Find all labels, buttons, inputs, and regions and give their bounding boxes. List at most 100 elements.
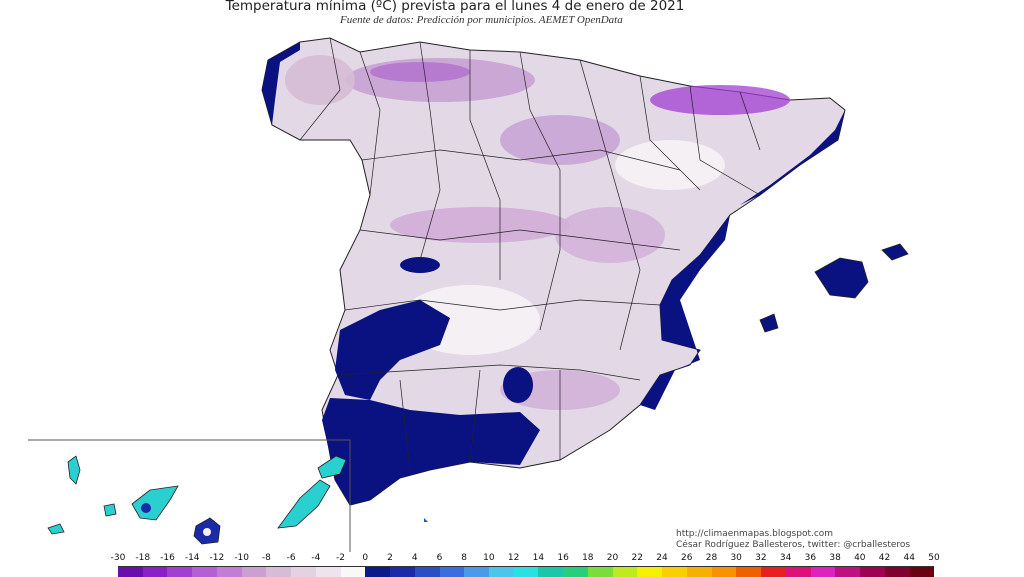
lanzarote-island	[317, 455, 347, 479]
legend-tick-label: 28	[705, 553, 718, 563]
legend-tick-label: 44	[903, 553, 915, 563]
legend-swatch	[686, 567, 712, 577]
legend-tick-label: 18	[582, 553, 594, 563]
legend-swatch	[662, 567, 687, 577]
legend-swatch	[884, 567, 910, 577]
legend-tick-label: -14	[184, 553, 200, 563]
legend-swatch	[810, 567, 836, 577]
legend-tick-label: 36	[804, 553, 817, 563]
legend-tick-label: 42	[878, 553, 891, 563]
legend-tick-label: 20	[606, 553, 619, 563]
temperature-map	[28, 37, 909, 552]
pyrenees-cold-zone	[650, 85, 790, 115]
extremadura-warm-patch	[400, 257, 440, 273]
legend-swatch	[513, 567, 539, 577]
legend-tick-label: 50	[928, 553, 940, 563]
legend-tick-label: 4	[411, 553, 418, 563]
legend-tick-label: 24	[656, 553, 668, 563]
fuerteventura-island	[277, 479, 331, 529]
legend-tick-label: 2	[387, 553, 393, 563]
legend-swatch	[785, 567, 811, 577]
ibiza-island	[759, 313, 779, 333]
iberian-system-cold-zone	[500, 115, 620, 165]
legend-tick-label: -4	[311, 553, 321, 563]
legend-swatch	[464, 567, 490, 577]
color-legend-bar	[118, 566, 935, 577]
ebro-near-zero	[615, 140, 725, 190]
galicia-coast-warm-zone	[262, 42, 300, 125]
legend-tick-label: -18	[135, 553, 151, 563]
credit-author: César Rodríguez Ballesteros, twitter: @c…	[676, 540, 911, 550]
legend-tick-label: 38	[829, 553, 841, 563]
legend-swatch	[118, 567, 143, 577]
legend-tick-label: 22	[631, 553, 643, 563]
ceuta-marker	[424, 518, 428, 522]
legend-swatch	[587, 567, 613, 577]
gran-canaria-center	[203, 528, 211, 536]
legend-swatch	[365, 567, 391, 577]
mediterranean-coast-warm-zone	[640, 215, 730, 410]
teide-peak	[141, 503, 151, 513]
cantabrian-core	[370, 62, 470, 82]
canary-islands	[47, 455, 347, 545]
credit-url: http://climaenmapas.blogspot.com	[676, 529, 834, 539]
la-gomera-island	[103, 503, 117, 517]
legend-swatch	[142, 567, 168, 577]
southwest-warm-zone	[335, 300, 450, 400]
central-system-cold-zone	[390, 207, 570, 243]
legend-swatch	[563, 567, 588, 577]
legend-tick-label: -6	[286, 553, 296, 563]
legend-tick-label: 30	[730, 553, 742, 563]
legend-swatch	[909, 567, 935, 577]
legend-swatch	[489, 567, 514, 577]
legend-swatch	[538, 567, 564, 577]
legend-tick-label: 12	[507, 553, 520, 563]
legend-tick-label: 14	[532, 553, 545, 563]
legend-swatch	[340, 567, 366, 577]
legend-swatch	[637, 567, 663, 577]
legend-tick-label: -2	[336, 553, 346, 563]
legend-tick-label: -8	[261, 553, 271, 563]
legend-tick-label: 8	[461, 553, 468, 563]
tenerife-island	[131, 485, 179, 521]
legend-swatch	[315, 567, 341, 577]
legend-labels: -30 -18 -16 -14 -12 -10 -8 -6 -4 -2 0 2 4 6 8 10 12 14 16 1…	[0, 553, 1024, 565]
legend-tick-label: 32	[755, 553, 767, 563]
canary-inset-frame	[28, 439, 351, 552]
legend-swatch	[266, 567, 292, 577]
legend-swatch	[414, 567, 440, 577]
legend-swatch	[241, 567, 267, 577]
andalusia-coast-warm-zone	[322, 398, 540, 505]
legend-tick-label: 6	[436, 553, 443, 563]
legend-tick-label: 16	[557, 553, 569, 563]
legend-swatch	[761, 567, 786, 577]
legend-swatch	[736, 567, 762, 577]
legend-swatch	[390, 567, 415, 577]
mallorca-island	[814, 257, 869, 299]
teruel-cold-zone	[555, 207, 665, 263]
legend-swatch	[291, 567, 316, 577]
map-subtitle: Fuente de datos: Predicción por municipi…	[340, 14, 623, 26]
guadalquivir-warm-patch	[503, 367, 533, 403]
legend-tick-label: -12	[209, 553, 225, 563]
province-borders	[299, 37, 761, 471]
galicia-cold-zone	[285, 55, 355, 105]
legend-swatch	[192, 567, 217, 577]
la-palma-island	[67, 455, 81, 485]
legend-swatch	[216, 567, 242, 577]
menorca-island	[881, 243, 909, 261]
el-hierro-island	[47, 523, 65, 535]
legend-swatch	[167, 567, 193, 577]
legend-tick-label: 40	[854, 553, 866, 563]
legend-tick-label: -30	[110, 553, 126, 563]
legend-tick-label: 26	[680, 553, 693, 563]
legend-swatch	[835, 567, 861, 577]
legend-swatch	[439, 567, 465, 577]
legend-swatch	[860, 567, 885, 577]
legend-tick-label: 10	[483, 553, 495, 563]
legend-tick-label: -16	[160, 553, 175, 563]
legend-swatch	[711, 567, 737, 577]
legend-tick-label: -10	[234, 553, 249, 563]
legend-tick-label: 0	[362, 553, 369, 563]
map-title: Temperatura mínima (ºC) prevista para el…	[225, 0, 685, 14]
